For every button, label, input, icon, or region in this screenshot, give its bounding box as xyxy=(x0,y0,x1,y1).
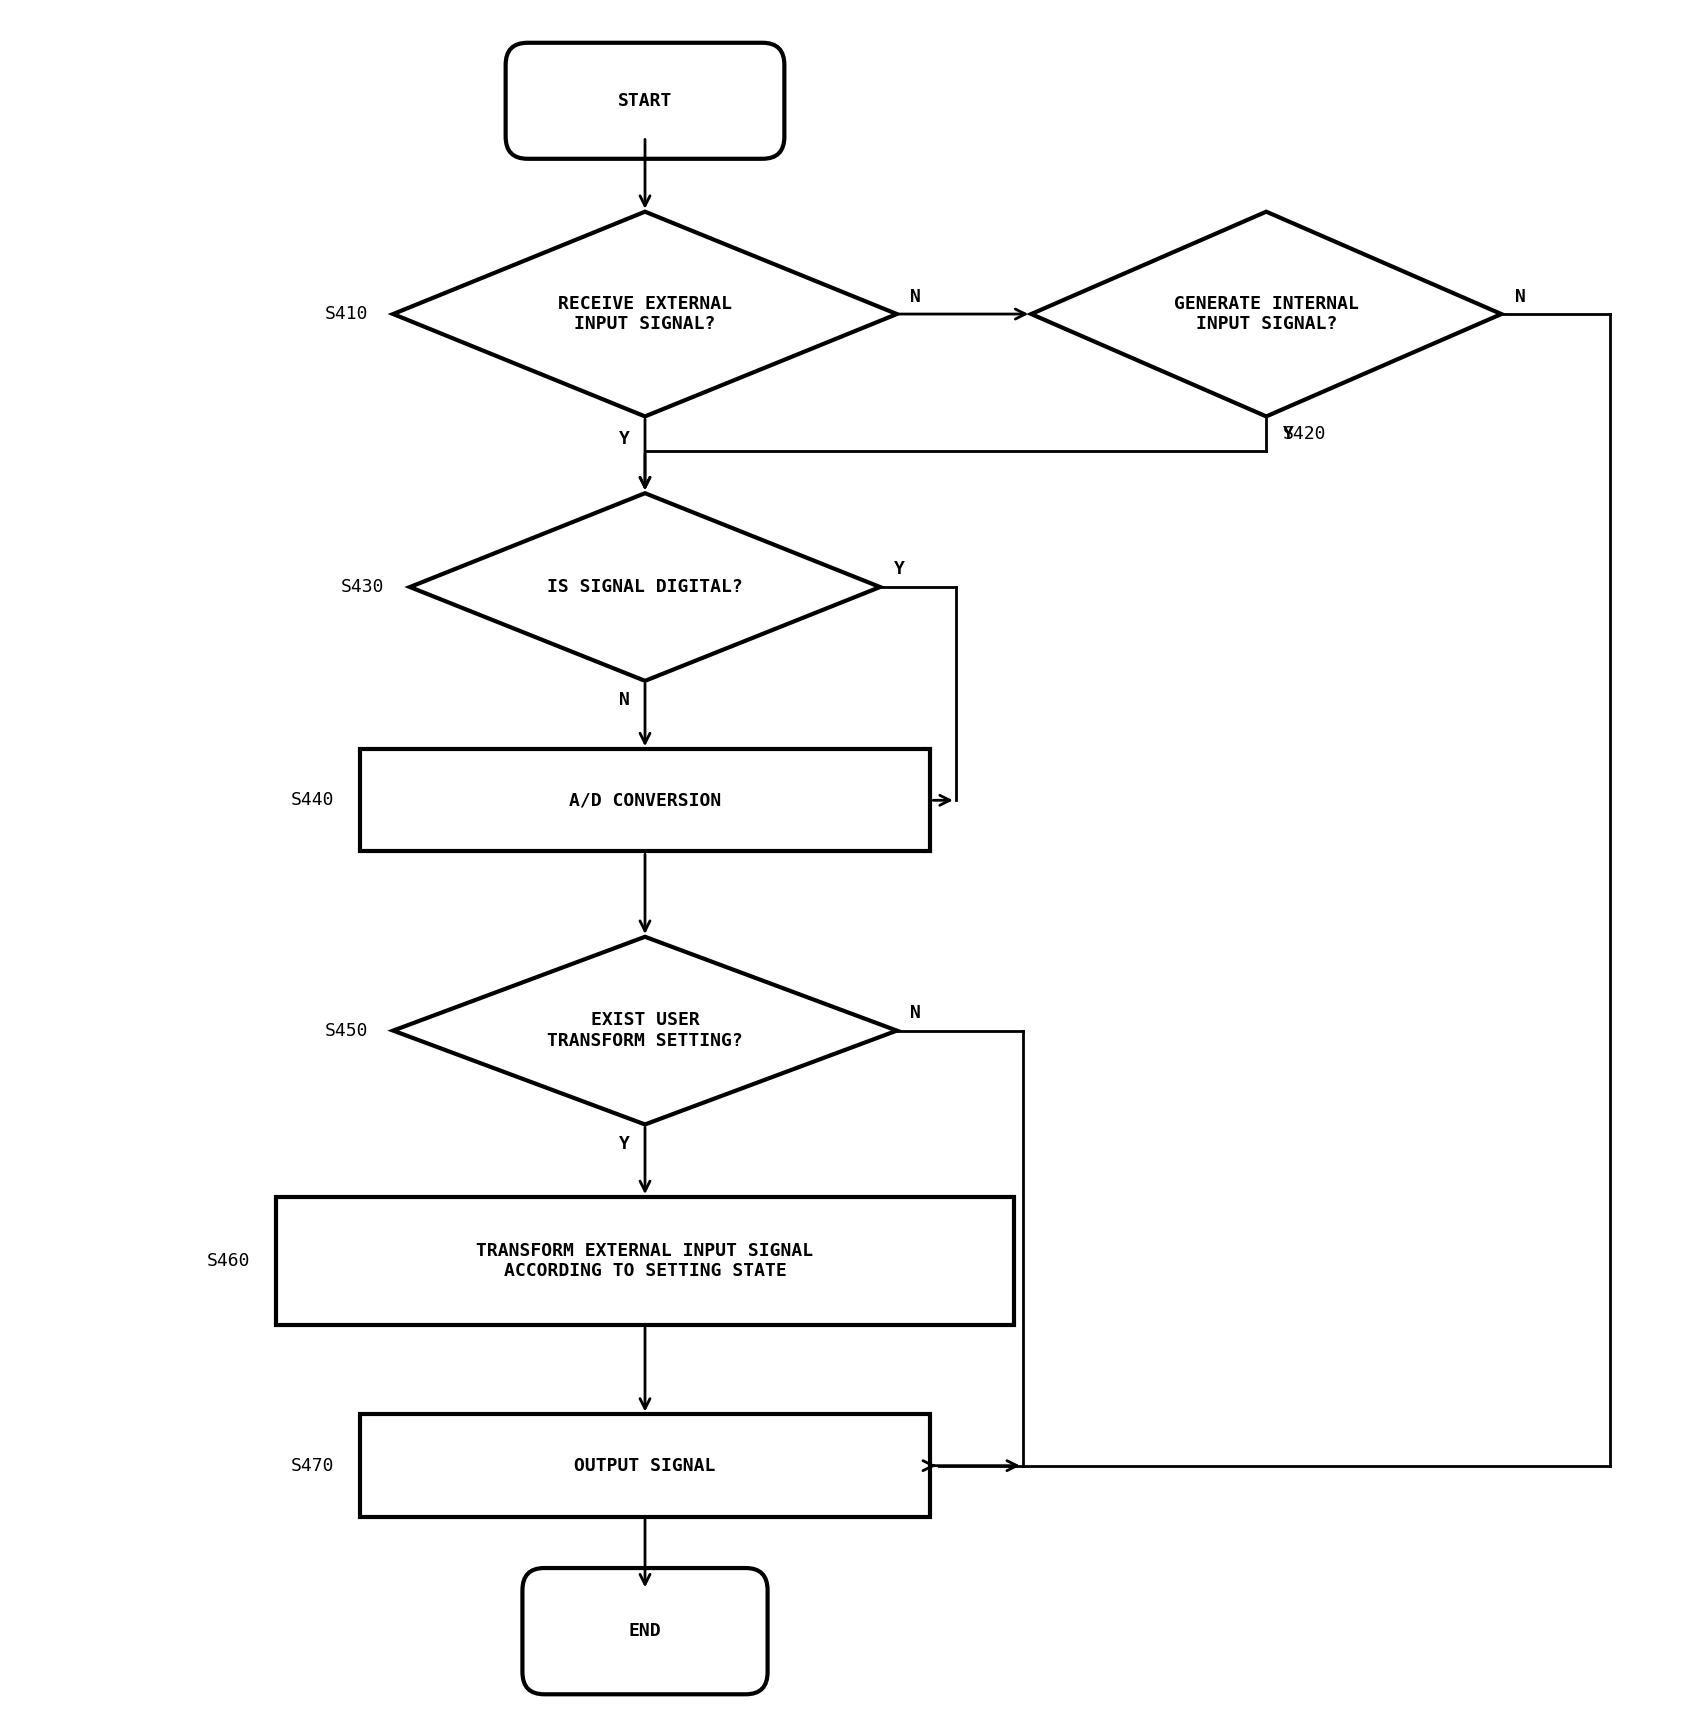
Text: S440: S440 xyxy=(291,791,335,810)
Text: S430: S430 xyxy=(342,578,384,597)
Polygon shape xyxy=(393,212,897,416)
Text: GENERATE INTERNAL
INPUT SIGNAL?: GENERATE INTERNAL INPUT SIGNAL? xyxy=(1173,294,1359,334)
Text: RECEIVE EXTERNAL
INPUT SIGNAL?: RECEIVE EXTERNAL INPUT SIGNAL? xyxy=(559,294,731,334)
Bar xyxy=(276,1197,1014,1324)
Text: N: N xyxy=(620,691,630,709)
Text: IS SIGNAL DIGITAL?: IS SIGNAL DIGITAL? xyxy=(547,578,743,597)
Text: Y: Y xyxy=(620,430,630,447)
Text: OUTPUT SIGNAL: OUTPUT SIGNAL xyxy=(574,1457,716,1474)
Polygon shape xyxy=(393,937,897,1125)
Text: EXIST USER
TRANSFORM SETTING?: EXIST USER TRANSFORM SETTING? xyxy=(547,1011,743,1049)
Bar xyxy=(359,750,931,851)
FancyBboxPatch shape xyxy=(506,43,784,158)
Text: N: N xyxy=(911,1004,921,1022)
Text: N: N xyxy=(1515,287,1525,306)
Text: S450: S450 xyxy=(325,1022,367,1039)
Text: S420: S420 xyxy=(1283,425,1327,444)
Bar xyxy=(359,1414,931,1517)
Text: N: N xyxy=(911,287,921,306)
Text: A/D CONVERSION: A/D CONVERSION xyxy=(569,791,721,810)
Text: Y: Y xyxy=(620,1135,630,1152)
Polygon shape xyxy=(1031,212,1502,416)
Text: START: START xyxy=(618,91,672,110)
Text: S410: S410 xyxy=(325,304,367,323)
Text: S470: S470 xyxy=(291,1457,335,1474)
Text: END: END xyxy=(628,1622,662,1641)
Text: S460: S460 xyxy=(207,1252,251,1269)
Polygon shape xyxy=(410,494,880,681)
Text: TRANSFORM EXTERNAL INPUT SIGNAL
ACCORDING TO SETTING STATE: TRANSFORM EXTERNAL INPUT SIGNAL ACCORDIN… xyxy=(476,1242,814,1280)
Text: Y: Y xyxy=(894,561,904,578)
Text: Y: Y xyxy=(1283,425,1293,444)
FancyBboxPatch shape xyxy=(523,1569,767,1694)
